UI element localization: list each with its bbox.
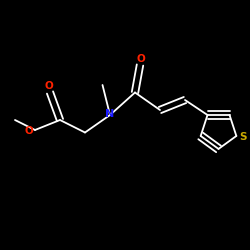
Text: O: O <box>137 54 146 64</box>
Text: O: O <box>24 126 33 136</box>
Text: O: O <box>44 81 53 91</box>
Text: S: S <box>239 132 246 142</box>
Text: N: N <box>106 109 114 119</box>
